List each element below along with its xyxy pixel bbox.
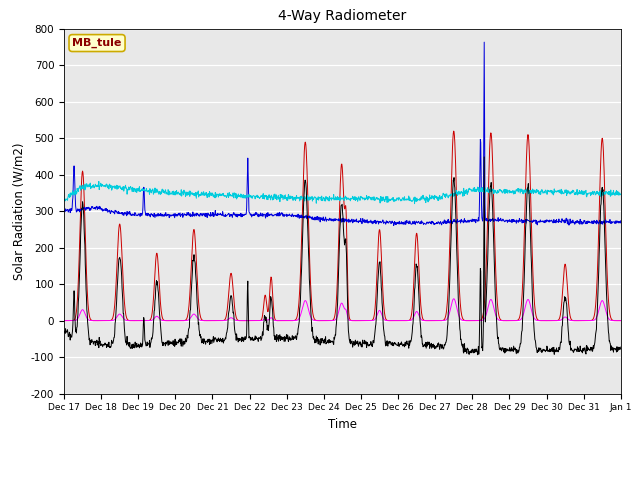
Y-axis label: Solar Radiation (W/m2): Solar Radiation (W/m2) — [12, 143, 26, 280]
SW_out — [502, 318, 509, 324]
SW_out — [170, 318, 178, 324]
Rnet_4way — [170, 340, 178, 346]
SW_out — [429, 318, 436, 324]
Rnet_4way — [60, 329, 68, 335]
SW_in — [502, 318, 509, 324]
SW_out — [551, 318, 559, 324]
SW_out — [617, 318, 625, 324]
LW_out — [60, 197, 68, 203]
SW_in — [429, 318, 436, 324]
Line: LW_in: LW_in — [64, 42, 621, 226]
SW_in — [551, 318, 559, 324]
LW_out — [411, 201, 419, 206]
LW_out — [95, 179, 102, 184]
SW_in — [450, 128, 458, 134]
Line: Rnet_4way: Rnet_4way — [64, 157, 621, 355]
SW_out — [450, 296, 458, 301]
Line: LW_out: LW_out — [64, 181, 621, 204]
LW_in — [60, 208, 68, 214]
SW_in — [60, 318, 68, 324]
Title: 4-Way Radiometer: 4-Way Radiometer — [278, 10, 406, 24]
LW_out — [171, 189, 179, 195]
LW_in — [552, 217, 559, 223]
SW_in — [246, 318, 254, 324]
LW_out — [617, 192, 625, 197]
SW_out — [246, 318, 254, 324]
SW_in — [617, 318, 625, 324]
Rnet_4way — [481, 154, 488, 160]
LW_in — [429, 220, 437, 226]
Line: SW_out: SW_out — [64, 299, 621, 321]
X-axis label: Time: Time — [328, 418, 357, 431]
Rnet_4way — [429, 342, 436, 348]
SW_out — [60, 318, 68, 324]
LW_out — [429, 196, 437, 202]
Rnet_4way — [502, 348, 510, 354]
LW_in — [617, 218, 625, 224]
LW_in — [502, 217, 510, 223]
LW_out — [552, 188, 559, 194]
LW_out — [184, 192, 192, 198]
SW_in — [170, 318, 178, 324]
Rnet_4way — [552, 347, 559, 353]
Legend: SW_in, SW_out, LW_in, LW_out, Rnet_4way: SW_in, SW_out, LW_in, LW_out, Rnet_4way — [134, 475, 550, 480]
LW_out — [246, 193, 254, 199]
SW_out — [184, 317, 191, 323]
Rnet_4way — [184, 335, 191, 341]
LW_in — [170, 213, 178, 219]
Line: SW_in: SW_in — [64, 131, 621, 321]
LW_in — [184, 212, 191, 218]
Rnet_4way — [474, 352, 481, 358]
Rnet_4way — [246, 335, 254, 341]
LW_out — [502, 187, 510, 192]
Rnet_4way — [617, 344, 625, 350]
LW_in — [481, 39, 488, 45]
LW_in — [390, 223, 397, 228]
SW_in — [184, 312, 191, 318]
LW_in — [246, 211, 254, 217]
Text: MB_tule: MB_tule — [72, 38, 122, 48]
